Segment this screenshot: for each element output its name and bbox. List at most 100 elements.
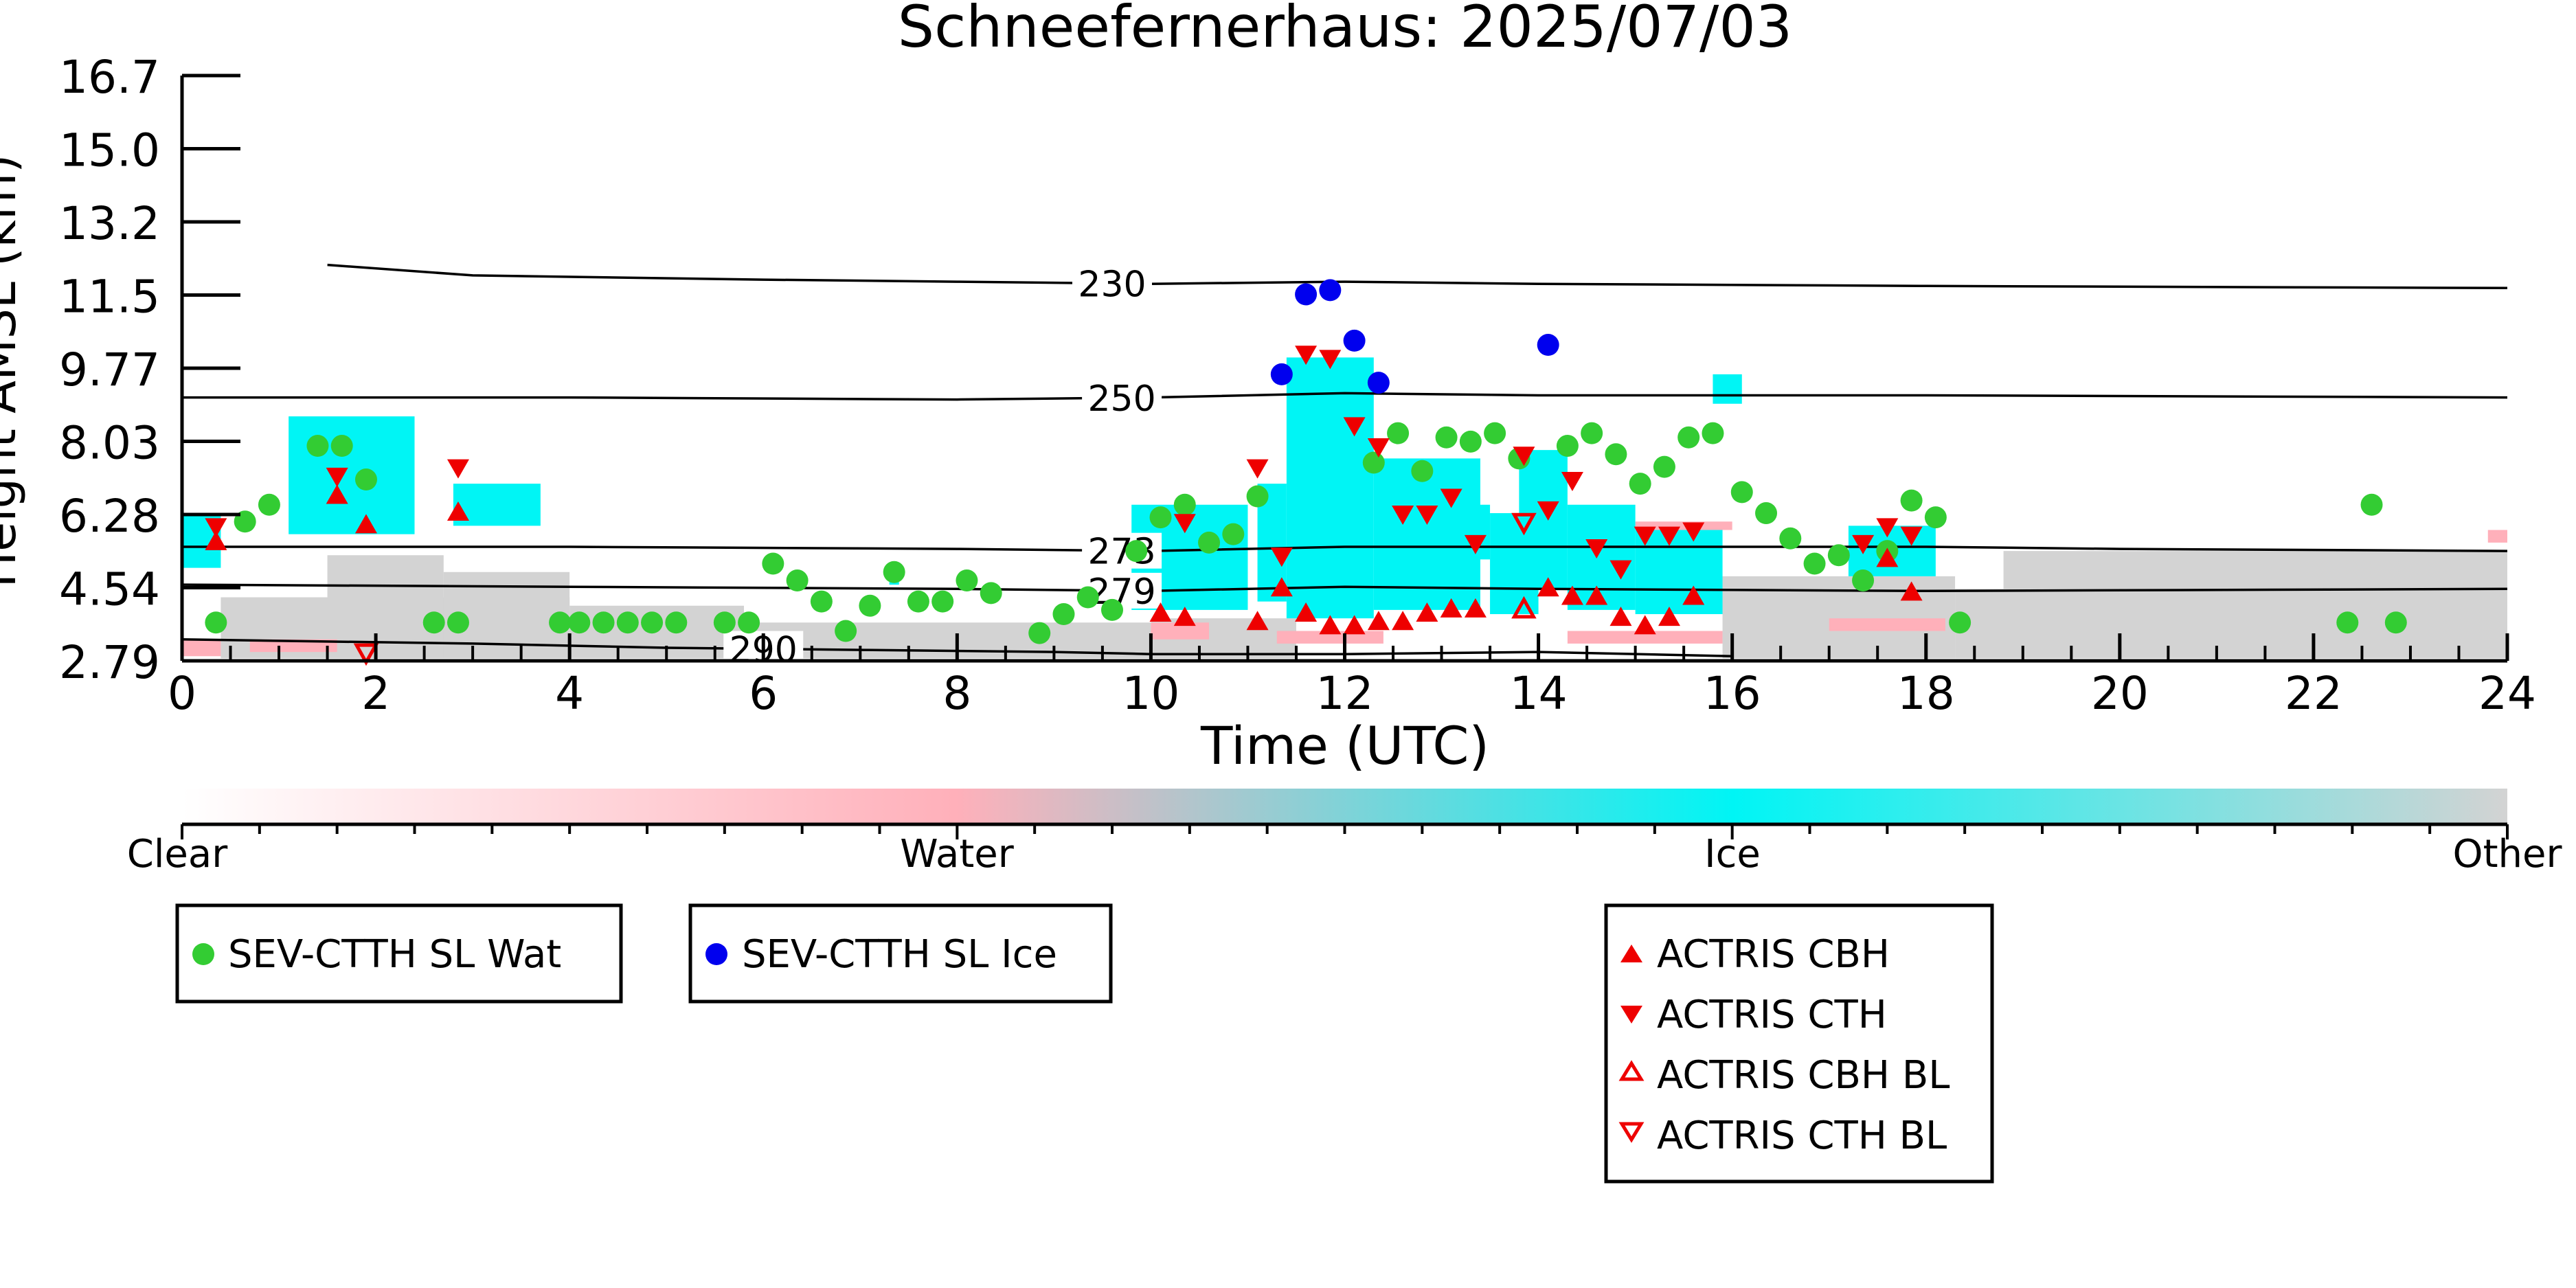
sev-ctth-sl-wat-point	[810, 590, 833, 613]
actris-cth-point	[1876, 518, 1899, 538]
actris-cth-point	[205, 518, 227, 538]
cloud-water-patch	[2487, 530, 2507, 543]
chart-title: Schneefernerhaus: 2025/07/03	[898, 0, 1793, 60]
legend-cbh-bl-label: ACTRIS CBH BL	[1657, 1053, 1950, 1098]
sev-ctth-sl-ice-point	[1270, 363, 1293, 385]
sev-ctth-sl-wat-point	[205, 611, 227, 634]
sev-ctth-sl-wat-point	[1755, 502, 1778, 525]
sev-ctth-sl-wat-point	[1779, 527, 1802, 550]
actris-cbh-point	[1416, 602, 1438, 622]
y-tick-label: 4.54	[59, 563, 160, 616]
sev-ctth-sl-wat-point	[956, 569, 978, 592]
actris-cbh-point	[1561, 585, 1583, 605]
x-tick-label: 14	[1510, 667, 1568, 720]
actris-cth-point	[1609, 560, 1632, 580]
sev-ctth-sl-wat-point	[1581, 422, 1603, 444]
sev-ctth-sl-wat-point	[1387, 422, 1410, 444]
legend-sev-wat-marker	[192, 943, 214, 965]
sev-ctth-sl-wat-point	[2360, 493, 2383, 516]
actris-cbh-point	[1270, 577, 1293, 597]
actris-cbh-point	[1440, 598, 1462, 618]
y-tick-label: 6.28	[59, 490, 160, 543]
actris-cbh-point	[1609, 607, 1632, 626]
actris-cth-point	[1513, 447, 1535, 466]
cloud-water-patch	[1829, 618, 1945, 631]
colorbar-label-ice: Ice	[1704, 832, 1761, 877]
sev-ctth-sl-wat-point	[549, 611, 572, 634]
x-ticks: 0 2 4 6 8 10 12 14 16 18 20 22 24	[168, 633, 2536, 720]
actris-cbh-point	[1876, 547, 1899, 567]
sev-ctth-sl-wat-point	[1459, 430, 1482, 453]
sev-ctth-sl-wat-point	[786, 569, 809, 592]
x-tick-label: 20	[2091, 667, 2149, 720]
sev-ctth-sl-wat-point	[1730, 481, 1753, 504]
sev-ctth-sl-wat-point	[1677, 426, 1700, 449]
legend-sev-wat-frame	[175, 903, 623, 1004]
sev-ctth-sl-wat-point	[306, 435, 329, 457]
legend-actris-frame	[1604, 903, 1994, 1184]
actris-cbh-point	[1246, 611, 1269, 631]
sev-ctth-sl-wat-point	[2336, 611, 2359, 634]
sev-ctth-sl-wat-point	[1076, 586, 1099, 609]
actris-cbh-point	[354, 514, 377, 534]
sev-ctth-sl-wat-point	[835, 620, 857, 642]
y-ticks: 2.79 4.54 6.28 8.03 9.77 11.5 13.2 15.0 16.7	[59, 51, 240, 689]
actris-cbh-point	[1658, 607, 1680, 626]
cloud-ice-patch	[1713, 374, 1742, 404]
legend-sev-wat: SEV-CTTH SL Wat	[175, 903, 623, 1004]
cloud-other-patch	[2003, 551, 2507, 594]
actris-cth-bl-point	[353, 643, 379, 666]
sev-ctth-sl-wat-point	[2384, 611, 2407, 634]
y-tick-label: 16.7	[59, 51, 160, 104]
sev-ctth-sl-wat-point	[1900, 489, 1923, 512]
actris-cbh-point	[1319, 615, 1342, 635]
contour-line-273	[182, 545, 2507, 552]
actris-cbh-point	[447, 501, 469, 521]
actris-cth-point	[1295, 346, 1318, 365]
sev-ctth-sl-wat-point	[258, 493, 280, 516]
colorbar-ticks	[181, 824, 2509, 839]
sev-ctth-sl-wat-point	[616, 611, 639, 634]
contour-label-bg-273	[1082, 532, 1162, 569]
sev-ctth-sl-wat-point	[907, 590, 929, 613]
sev-ctth-sl-ice-point	[1343, 329, 1366, 352]
sev-ctth-sl-wat-point	[1149, 506, 1172, 529]
legend-sev-ice-marker	[705, 943, 727, 965]
sev-ctth-sl-wat-point	[1702, 422, 1724, 444]
sev-ctth-sl-ice-point	[1367, 372, 1390, 394]
colorbar-label-other: Other	[2452, 832, 2562, 877]
actris-cbh-point	[1634, 615, 1656, 635]
cloud-water-patch	[182, 639, 221, 657]
x-tick-label: 24	[2478, 667, 2536, 720]
sev-ctth-sl-wat-point	[859, 594, 881, 617]
legend-sev-ice-label: SEV-CTTH SL Ice	[742, 932, 1057, 977]
contour-label-230: 230	[1078, 264, 1146, 306]
actris-cbh-point	[205, 530, 227, 550]
sev-ctth-sl-wat-point	[738, 611, 760, 634]
actris-cth-point	[1343, 417, 1366, 437]
actris-cbh-point	[1900, 581, 1923, 601]
actris-cth-point	[1246, 459, 1269, 479]
legend-sev-ice-frame	[688, 903, 1113, 1004]
actris-cbh-point	[1343, 615, 1366, 635]
legend-cth-bl-label: ACTRIS CTH BL	[1657, 1114, 1947, 1158]
actris-cbh-point	[1682, 585, 1705, 605]
actris-cbh-bl-point	[1511, 596, 1537, 619]
x-tick-label: 12	[1316, 667, 1374, 720]
legend-cth-label: ACTRIS CTH	[1657, 993, 1887, 1037]
x-tick-label: 6	[749, 667, 778, 720]
sev-ctth-sl-ice-point	[1295, 283, 1318, 306]
actris-cth-point	[1585, 539, 1608, 559]
actris-cbh-point	[1367, 611, 1390, 631]
legend-sev-ice: SEV-CTTH SL Ice	[688, 903, 1113, 1004]
actris-cbh-point	[1295, 602, 1318, 622]
sev-ctth-sl-wat-point	[1556, 435, 1579, 457]
legend-cbh-bl-marker	[1618, 1060, 1645, 1081]
cloud-other-patch	[1722, 576, 1956, 659]
legend-actris: ACTRIS CBH ACTRIS CTH ACTRIS CBH BL ACTR…	[1604, 903, 1994, 1184]
sev-ctth-sl-wat-point	[1052, 603, 1075, 626]
marker-layer	[205, 279, 2407, 666]
actris-cth-point	[1367, 438, 1390, 458]
y-tick-label: 11.5	[59, 271, 160, 324]
actris-cth-point	[1682, 522, 1705, 542]
